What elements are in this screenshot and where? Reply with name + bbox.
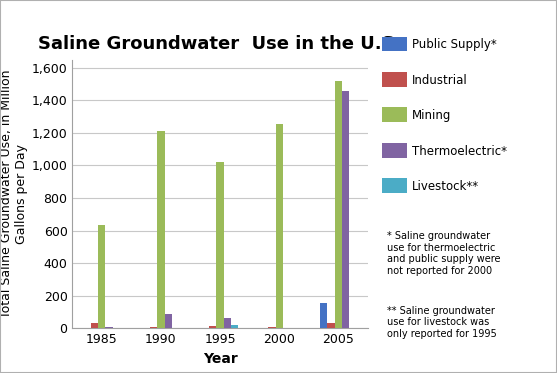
Bar [209,326,217,328]
Bar [99,225,105,328]
Bar [91,323,99,328]
Bar [164,314,172,328]
Bar [105,327,113,328]
Bar [320,303,328,328]
Text: ** Saline groundwater
use for livestock was
only reported for 1995: ** Saline groundwater use for livestock … [387,306,497,339]
Y-axis label: Total Saline Groundwater Use, in Million
Gallons per Day: Total Saline Groundwater Use, in Million… [0,70,27,318]
X-axis label: Year: Year [203,352,237,366]
Bar [231,325,238,328]
Bar [217,162,223,328]
Text: Livestock**: Livestock** [412,180,480,193]
Title: Saline Groundwater  Use in the U.S.: Saline Groundwater Use in the U.S. [38,35,402,53]
Text: Mining: Mining [412,109,452,122]
Text: Thermoelectric*: Thermoelectric* [412,145,507,157]
Bar [328,323,335,328]
Bar [341,91,349,328]
Bar [335,81,341,328]
Bar [276,124,282,328]
Bar [223,318,231,328]
Bar [150,327,158,328]
Bar [268,327,276,328]
Text: Industrial: Industrial [412,74,468,87]
Text: Public Supply*: Public Supply* [412,38,497,51]
Bar [158,131,164,328]
Text: * Saline groundwater
use for thermoelectric
and public supply were
not reported : * Saline groundwater use for thermoelect… [387,231,501,276]
